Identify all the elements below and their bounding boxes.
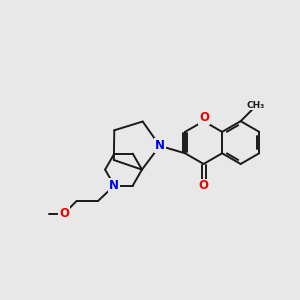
Text: CH₃: CH₃ bbox=[246, 100, 265, 109]
Text: O: O bbox=[199, 179, 208, 193]
Text: O: O bbox=[59, 207, 69, 220]
Text: N: N bbox=[109, 179, 119, 192]
Text: O: O bbox=[199, 111, 209, 124]
Text: N: N bbox=[155, 139, 165, 152]
